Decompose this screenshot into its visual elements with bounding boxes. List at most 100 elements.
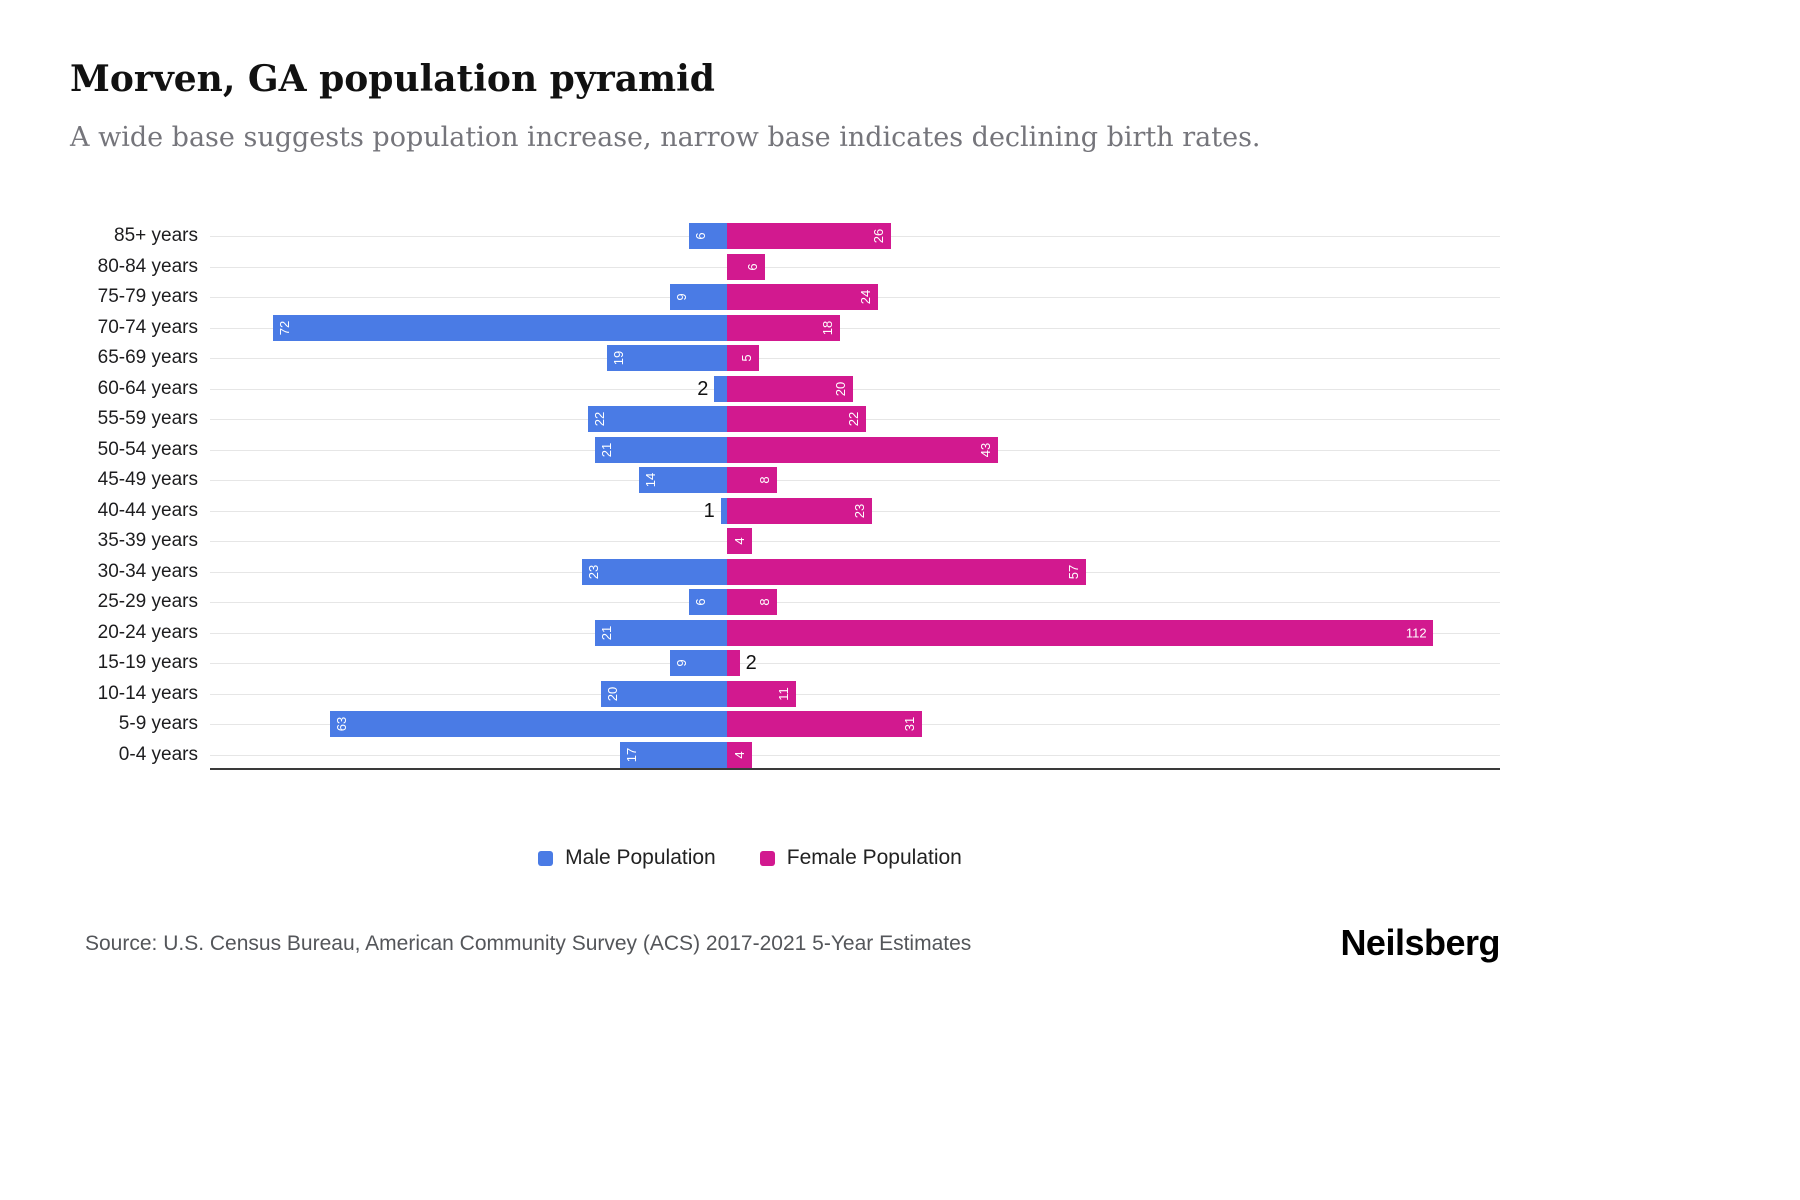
population-pyramid-chart: 85+ years 6 26 80-84 years 6 75-79 years 9 24 70… bbox=[0, 221, 1500, 770]
age-group-label: 70-74 years bbox=[97, 316, 198, 338]
female-bar: 26 bbox=[727, 223, 891, 250]
age-group-label: 55-59 years bbox=[97, 408, 198, 430]
female-bar: 5 bbox=[727, 345, 759, 372]
male-value-label: 63 bbox=[334, 717, 350, 732]
age-row: 25-29 years 6 8 bbox=[0, 587, 1500, 618]
female-value-label: 18 bbox=[820, 320, 836, 335]
male-value-label: 9 bbox=[674, 659, 690, 667]
gridline bbox=[210, 754, 1500, 756]
age-row: 65-69 years 19 5 bbox=[0, 343, 1500, 374]
age-group-label: 80-84 years bbox=[97, 255, 198, 277]
female-value-label: 23 bbox=[851, 503, 867, 518]
male-bar: 63 bbox=[330, 711, 727, 738]
chart-rows: 85+ years 6 26 80-84 years 6 75-79 years 9 24 70… bbox=[0, 221, 1500, 770]
female-bar bbox=[727, 650, 740, 677]
female-bar: 20 bbox=[727, 375, 853, 402]
male-bar: 9 bbox=[670, 650, 727, 677]
age-row: 15-19 years 9 2 bbox=[0, 648, 1500, 679]
legend-label: Male Population bbox=[565, 846, 716, 869]
male-value-label: 6 bbox=[693, 598, 709, 606]
female-value-label: 8 bbox=[757, 476, 773, 484]
female-bar: 24 bbox=[727, 284, 879, 311]
male-bar: 17 bbox=[619, 741, 727, 768]
row-plot-area: 21 112 bbox=[210, 618, 1500, 649]
gridline bbox=[210, 266, 1500, 268]
male-bar bbox=[720, 497, 727, 524]
chart-footer: Source: U.S. Census Bureau, American Com… bbox=[0, 922, 1500, 964]
male-bar: 9 bbox=[670, 284, 727, 311]
age-group-label: 15-19 years bbox=[97, 652, 198, 674]
female-value-label: 4 bbox=[732, 537, 748, 545]
female-value-label: 2 bbox=[745, 652, 757, 675]
male-value-label: 23 bbox=[586, 564, 602, 579]
male-bar: 21 bbox=[594, 436, 727, 463]
gridline bbox=[210, 327, 1500, 329]
age-group-label: 60-64 years bbox=[97, 377, 198, 399]
row-plot-area: 4 bbox=[210, 526, 1500, 557]
row-plot-area: 63 31 bbox=[210, 709, 1500, 740]
age-row: 20-24 years 21 112 bbox=[0, 618, 1500, 649]
female-value-label: 112 bbox=[1405, 625, 1427, 641]
chart-legend: Male Population Female Population bbox=[0, 846, 1500, 870]
x-axis-line bbox=[210, 768, 1500, 770]
age-row: 85+ years 6 26 bbox=[0, 221, 1500, 252]
row-plot-area: 14 8 bbox=[210, 465, 1500, 496]
male-value-label: 21 bbox=[598, 442, 614, 457]
legend-label: Female Population bbox=[786, 846, 962, 869]
male-value-label: 21 bbox=[598, 625, 614, 640]
age-row: 0-4 years 17 4 bbox=[0, 740, 1500, 771]
female-legend-swatch-icon bbox=[759, 850, 775, 866]
male-value-label: 20 bbox=[605, 686, 620, 701]
female-bar: 43 bbox=[727, 436, 998, 463]
male-value-label: 6 bbox=[693, 232, 709, 240]
age-row: 75-79 years 9 24 bbox=[0, 282, 1500, 313]
male-bar: 6 bbox=[689, 589, 727, 616]
gridline bbox=[210, 693, 1500, 695]
female-bar: 8 bbox=[727, 467, 778, 494]
age-group-label: 20-24 years bbox=[97, 621, 198, 643]
male-bar: 21 bbox=[594, 619, 727, 646]
female-bar: 57 bbox=[727, 558, 1087, 585]
female-value-label: 43 bbox=[977, 442, 993, 457]
female-value-label: 8 bbox=[757, 598, 773, 606]
male-bar: 72 bbox=[273, 314, 727, 341]
female-bar: 11 bbox=[727, 680, 797, 707]
page-subtitle: A wide base suggests population increase… bbox=[70, 122, 1261, 153]
row-plot-area: 20 11 bbox=[210, 679, 1500, 710]
row-plot-area: 17 4 bbox=[210, 740, 1500, 771]
female-bar: 112 bbox=[727, 619, 1433, 646]
male-value-label: 1 bbox=[703, 499, 715, 522]
row-plot-area: 23 57 bbox=[210, 557, 1500, 588]
legend-item-female: Female Population bbox=[759, 846, 962, 870]
row-plot-area: 6 bbox=[210, 252, 1500, 283]
female-bar: 4 bbox=[727, 528, 753, 555]
male-value-label: 22 bbox=[592, 412, 608, 427]
female-bar: 6 bbox=[727, 253, 765, 280]
male-legend-swatch-icon bbox=[538, 850, 554, 866]
age-group-label: 65-69 years bbox=[97, 347, 198, 369]
row-plot-area: 9 24 bbox=[210, 282, 1500, 313]
gridline bbox=[210, 541, 1500, 543]
page-title: Morven, GA population pyramid bbox=[70, 58, 715, 100]
row-plot-area: 6 26 bbox=[210, 221, 1500, 252]
male-bar: 6 bbox=[689, 223, 727, 250]
female-value-label: 4 bbox=[732, 751, 748, 759]
row-plot-area: 2 20 bbox=[210, 374, 1500, 405]
age-group-label: 0-4 years bbox=[118, 743, 198, 765]
male-bar: 22 bbox=[588, 406, 727, 433]
age-row: 10-14 years 20 11 bbox=[0, 679, 1500, 710]
gridline bbox=[210, 388, 1500, 390]
female-value-label: 6 bbox=[744, 263, 760, 271]
gridline bbox=[210, 602, 1500, 604]
age-row: 40-44 years 1 23 bbox=[0, 496, 1500, 527]
male-value-label: 14 bbox=[642, 473, 658, 488]
female-bar: 8 bbox=[727, 589, 778, 616]
age-row: 80-84 years 6 bbox=[0, 252, 1500, 283]
male-bar: 20 bbox=[601, 680, 727, 707]
age-group-label: 30-34 years bbox=[97, 560, 198, 582]
age-group-label: 40-44 years bbox=[97, 499, 198, 521]
female-value-label: 57 bbox=[1066, 564, 1082, 579]
row-plot-area: 19 5 bbox=[210, 343, 1500, 374]
